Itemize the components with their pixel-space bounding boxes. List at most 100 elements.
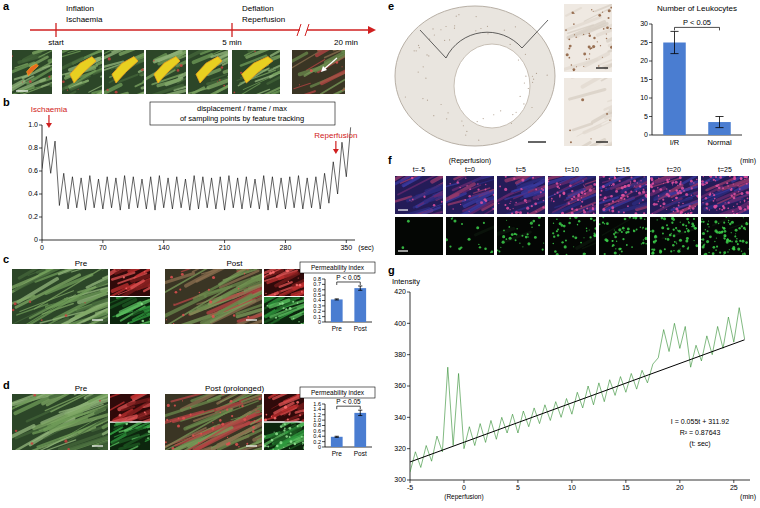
speck [679, 239, 682, 242]
fiber [180, 62, 186, 77]
speck [724, 230, 727, 233]
speck [531, 227, 532, 228]
speck [739, 207, 742, 210]
speck [705, 181, 708, 184]
y-tick-label: 0.8 [313, 422, 321, 428]
speck [707, 223, 709, 225]
tissue-speck [466, 131, 467, 132]
category-label: Pre [332, 325, 343, 332]
annotation-arrow [335, 141, 336, 150]
fitc-frame [701, 217, 749, 255]
speck [581, 201, 583, 203]
image-background [564, 78, 612, 146]
speck [510, 201, 511, 202]
fitc-frame [599, 217, 647, 255]
myocardium [395, 6, 555, 146]
fiber [91, 50, 102, 55]
speck [634, 185, 635, 186]
speck [452, 208, 453, 209]
tissue-speck [405, 96, 406, 97]
speck [537, 198, 538, 199]
speck [713, 246, 716, 249]
speck [663, 217, 666, 220]
fiber [301, 315, 304, 324]
image-background [264, 297, 304, 324]
y-tick-label: 1.2 [313, 412, 321, 418]
speck [144, 271, 145, 272]
speck [527, 212, 529, 214]
speck [728, 202, 730, 204]
speck [675, 197, 677, 199]
y-tick-label: 0.4 [313, 433, 321, 439]
fiber [102, 269, 108, 270]
speck [483, 222, 485, 224]
speck [466, 185, 467, 186]
speck [485, 184, 486, 185]
fiber [566, 8, 581, 16]
speck [238, 446, 239, 447]
speck [174, 404, 176, 406]
speck [741, 240, 744, 243]
tissue-speck [528, 88, 529, 89]
zoom-image [564, 78, 612, 146]
speck [643, 239, 644, 240]
speck [686, 228, 688, 230]
speck [141, 320, 144, 323]
speck [493, 194, 494, 196]
fiber [47, 394, 108, 405]
speck [713, 194, 715, 196]
speck [532, 177, 534, 179]
speck [556, 192, 558, 194]
speck [643, 189, 644, 190]
frame-time: t=20 [667, 166, 681, 173]
tissue-speck [493, 114, 494, 115]
speck [714, 198, 716, 200]
frame-time: t=-5 [413, 166, 425, 173]
fiber [555, 200, 578, 208]
speck [609, 210, 610, 211]
fiber [223, 394, 262, 395]
y-tick-label: 0.6 [313, 287, 321, 293]
speck [264, 445, 266, 448]
speck [563, 225, 566, 228]
speck [246, 416, 247, 417]
speck [652, 213, 653, 214]
speck [735, 229, 738, 232]
speck [464, 199, 466, 201]
speck [612, 183, 615, 186]
fiber [446, 195, 458, 202]
fiber [446, 183, 459, 187]
x-tick-label: 210 [219, 244, 231, 251]
speck [566, 53, 569, 56]
category-label: Post [354, 325, 367, 332]
timelapse-frame [104, 50, 144, 94]
speck [589, 236, 591, 238]
speck [667, 227, 670, 230]
y-tick-label: 0.1 [313, 314, 321, 320]
speck [341, 66, 342, 67]
speck [285, 435, 288, 438]
error-cap [335, 299, 339, 300]
merged-image [12, 394, 108, 450]
fiber [585, 54, 608, 66]
speck [719, 176, 722, 179]
speck [272, 448, 274, 450]
error-cap [335, 298, 339, 299]
fiber [133, 394, 150, 397]
speck [674, 241, 676, 243]
speck [650, 231, 651, 232]
speck [535, 189, 537, 191]
speck [227, 437, 228, 438]
speck [29, 301, 31, 303]
speck [231, 408, 232, 409]
fiber [125, 434, 147, 446]
speck [524, 199, 527, 202]
fiber [463, 185, 480, 192]
speck [258, 397, 261, 400]
tissue-speck [524, 82, 525, 83]
speck [12, 309, 14, 311]
speck [290, 440, 293, 443]
speck [556, 253, 559, 255]
timelapse-frame [146, 50, 186, 94]
merged-image [165, 394, 262, 450]
